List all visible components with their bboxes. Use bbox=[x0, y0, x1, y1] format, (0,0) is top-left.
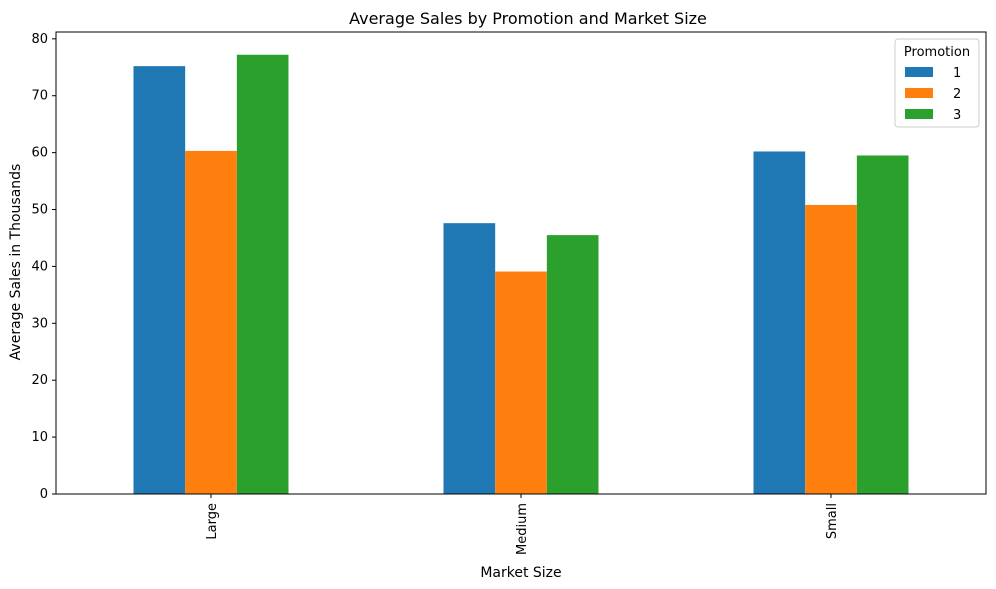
bar-medium-promotion-1 bbox=[443, 223, 496, 495]
x-tick-label: Large bbox=[205, 503, 220, 540]
legend-label-2: 2 bbox=[953, 87, 961, 102]
legend-swatch-3 bbox=[905, 109, 933, 119]
bar-medium-promotion-3 bbox=[546, 235, 599, 494]
bars-layer bbox=[133, 54, 909, 495]
bar-large-promotion-2 bbox=[185, 150, 237, 494]
y-tick-label: 60 bbox=[31, 146, 48, 161]
legend-label-1: 1 bbox=[953, 66, 961, 81]
y-tick-label: 0 bbox=[40, 487, 48, 502]
chart-title: Average Sales by Promotion and Market Si… bbox=[349, 9, 707, 28]
legend-box bbox=[894, 38, 980, 128]
legend-label-3: 3 bbox=[953, 108, 961, 123]
y-tick-label: 40 bbox=[31, 259, 48, 274]
y-axis-label: Average Sales in Thousands bbox=[8, 164, 24, 361]
y-tick-label: 50 bbox=[31, 203, 48, 218]
y-tick-label: 10 bbox=[31, 430, 48, 445]
y-tick-label: 80 bbox=[31, 32, 48, 47]
legend: Promotion 1 2 3 bbox=[894, 38, 980, 128]
y-tick-label: 20 bbox=[31, 373, 48, 388]
legend-swatch-2 bbox=[905, 88, 933, 98]
bar-small-promotion-1 bbox=[753, 151, 806, 495]
x-axis-label: Market Size bbox=[480, 565, 561, 581]
bar-small-promotion-3 bbox=[856, 155, 909, 494]
legend-swatch-1 bbox=[905, 67, 933, 77]
bar-large-promotion-3 bbox=[236, 54, 289, 494]
bar-small-promotion-2 bbox=[805, 204, 857, 494]
y-tick-label: 30 bbox=[31, 316, 48, 331]
bar-large-promotion-1 bbox=[133, 66, 186, 494]
x-tick-label: Medium bbox=[515, 503, 530, 555]
bar-medium-promotion-2 bbox=[495, 271, 547, 494]
axes-layer: 0 10 20 30 40 50 60 70 80 Large Medium Small bbox=[31, 31, 987, 555]
x-tick-label: Small bbox=[825, 503, 840, 539]
legend-title: Promotion bbox=[904, 45, 970, 60]
y-tick-label: 70 bbox=[31, 89, 48, 104]
